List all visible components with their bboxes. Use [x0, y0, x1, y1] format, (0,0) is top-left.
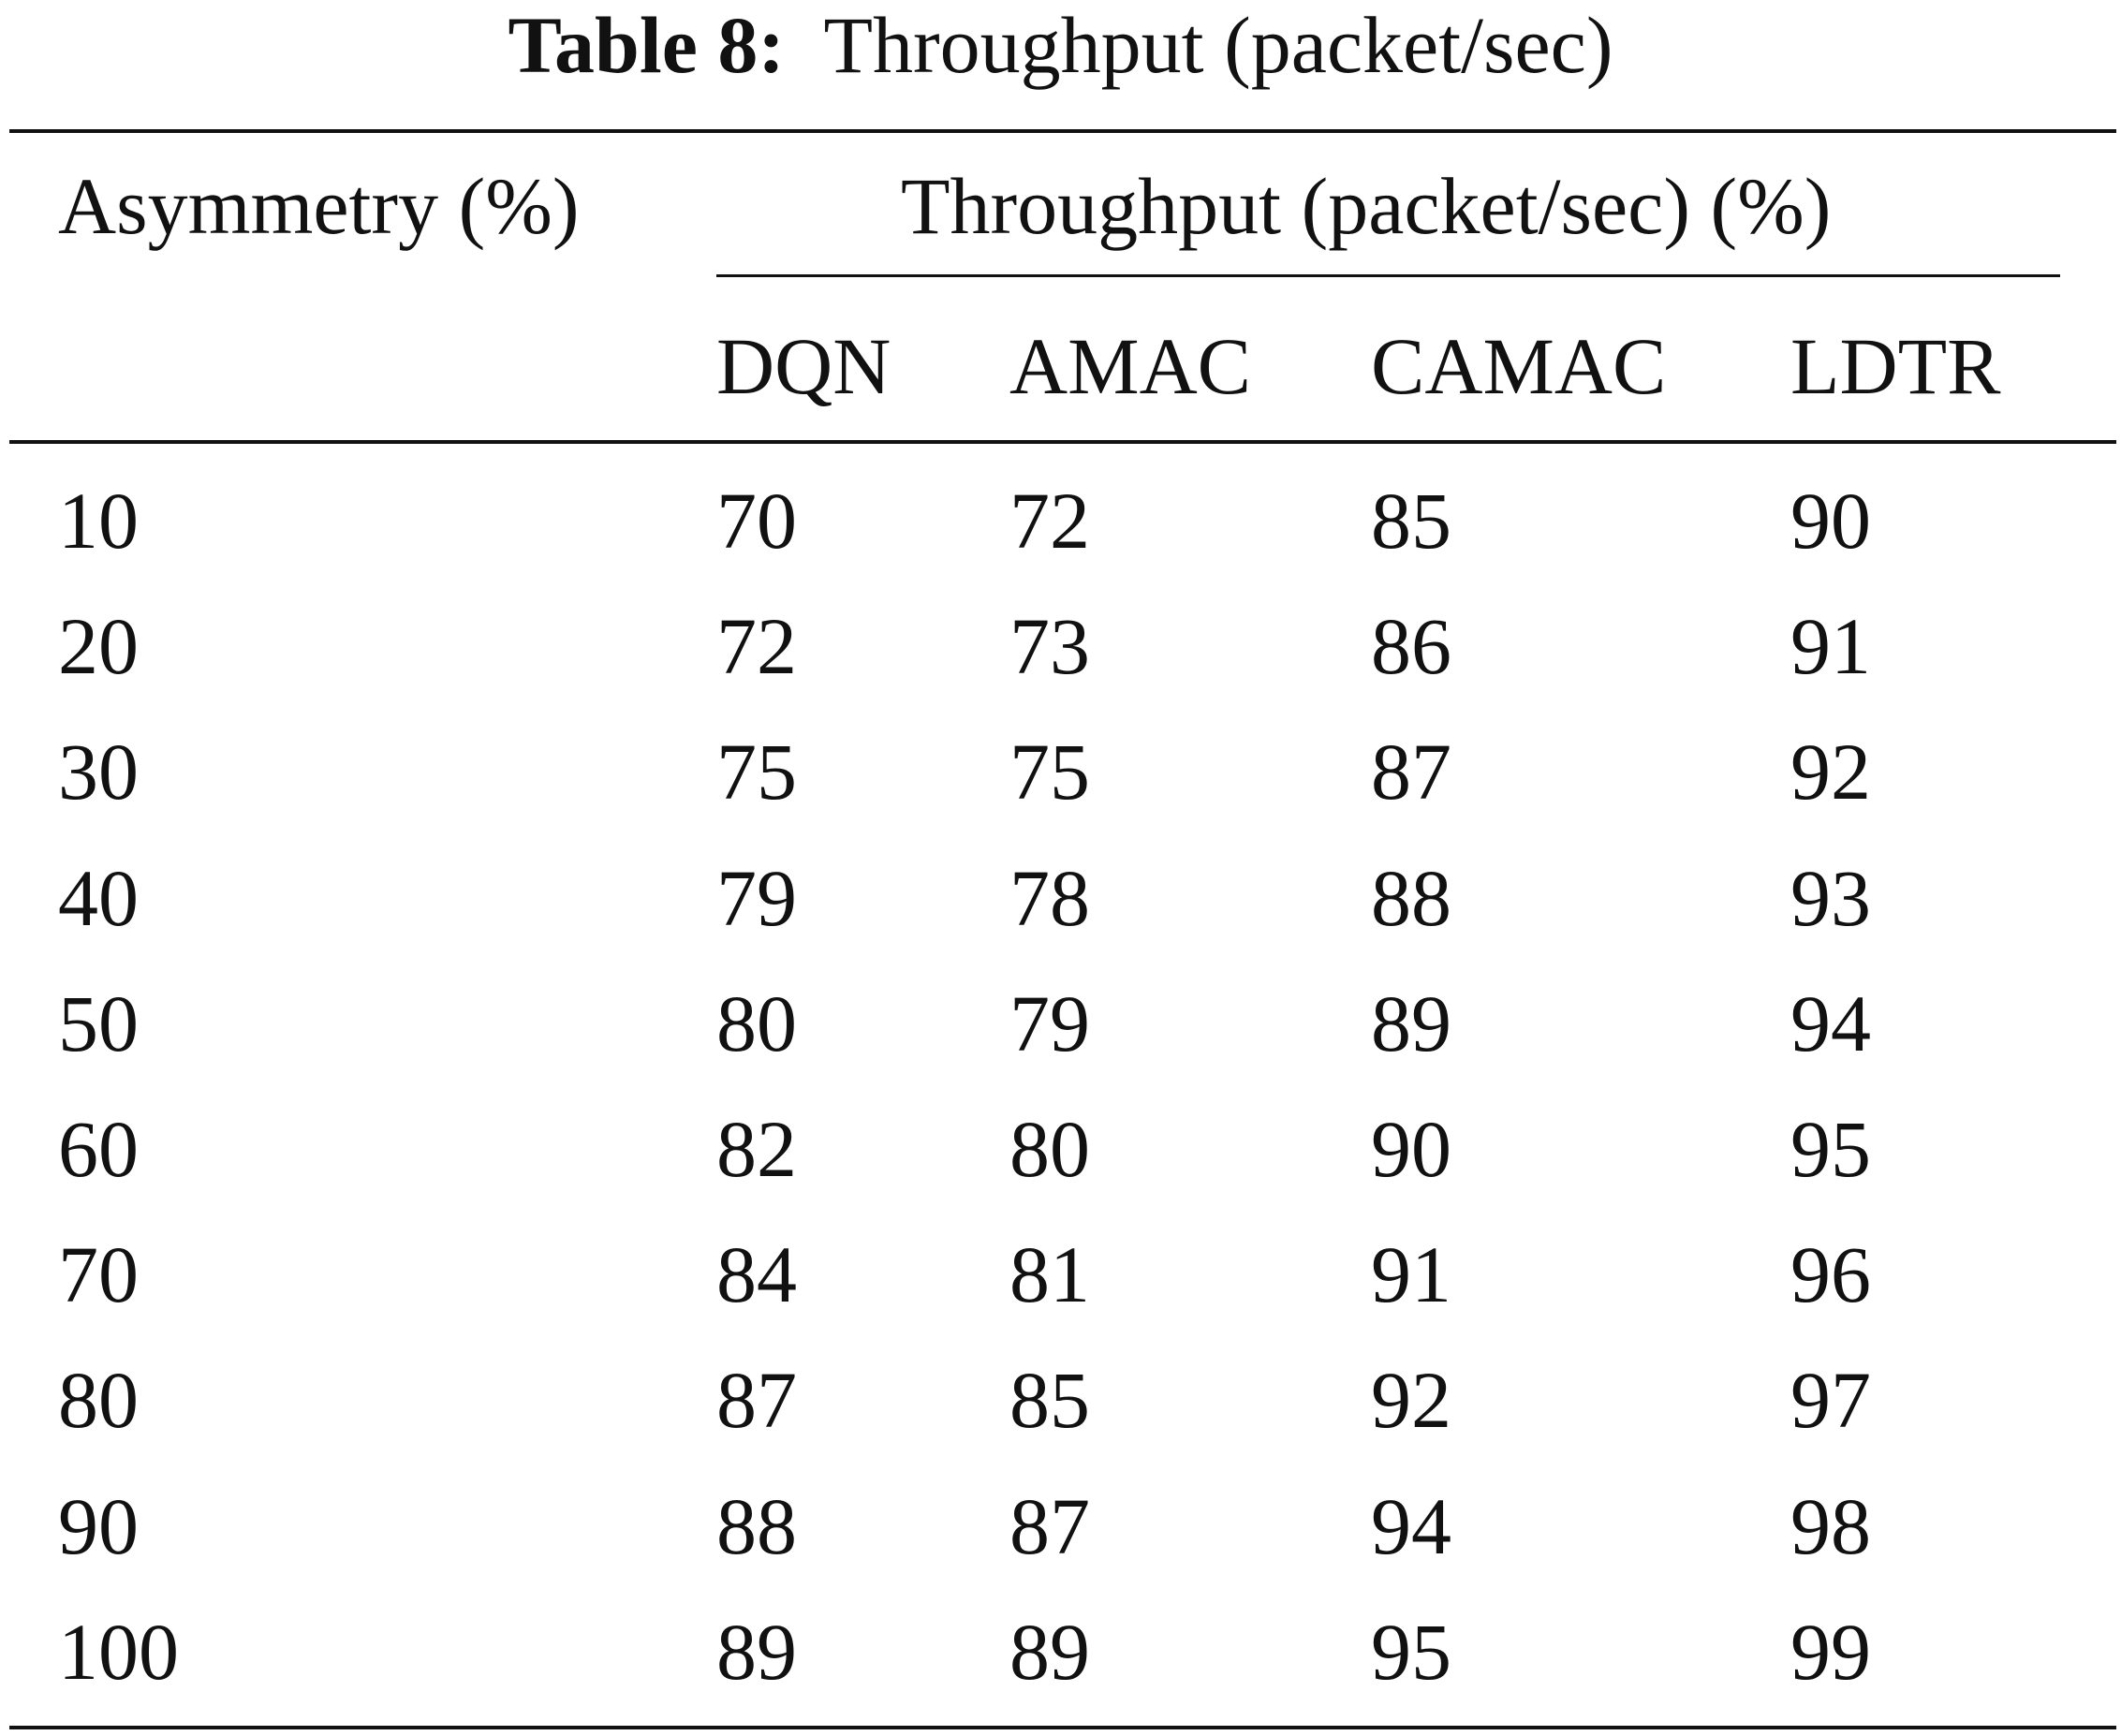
row-header: Asymmetry (%) [58, 161, 580, 251]
top-rule [9, 129, 2116, 133]
column-header-ldtr: LDTR [1790, 321, 2001, 411]
cell-amac: 85 [1009, 1355, 1090, 1445]
cell-amac: 87 [1009, 1481, 1090, 1571]
cell-ldtr: 92 [1790, 727, 1871, 817]
cell-amac: 81 [1009, 1229, 1090, 1319]
cell-ldtr: 97 [1790, 1355, 1871, 1445]
cell-amac: 78 [1009, 853, 1090, 943]
cell-camac: 90 [1371, 1104, 1451, 1194]
column-header-dqn: DQN [716, 321, 891, 411]
cell-asymmetry: 30 [58, 727, 139, 817]
cell-camac: 85 [1371, 476, 1451, 566]
cell-amac: 75 [1009, 727, 1090, 817]
cell-ldtr: 91 [1790, 601, 1871, 691]
cell-camac: 92 [1371, 1355, 1451, 1445]
bottom-rule [9, 1726, 2116, 1729]
cell-asymmetry: 60 [58, 1104, 139, 1194]
cell-dqn: 80 [716, 978, 797, 1068]
cell-camac: 95 [1371, 1607, 1451, 1697]
table-caption: Table 8: Throughput (packet/sec) [0, 0, 2121, 90]
cell-dqn: 79 [716, 853, 797, 943]
cell-amac: 89 [1009, 1607, 1090, 1697]
cell-ldtr: 95 [1790, 1104, 1871, 1194]
cell-asymmetry: 20 [58, 601, 139, 691]
cell-camac: 91 [1371, 1229, 1451, 1319]
cell-camac: 87 [1371, 727, 1451, 817]
cell-ldtr: 93 [1790, 853, 1871, 943]
column-header-amac: AMAC [1009, 321, 1252, 411]
cell-amac: 72 [1009, 476, 1090, 566]
table-title: Throughput (packet/sec) [823, 0, 1613, 90]
cell-camac: 94 [1371, 1481, 1451, 1571]
cell-camac: 89 [1371, 978, 1451, 1068]
cell-amac: 73 [1009, 601, 1090, 691]
cell-asymmetry: 80 [58, 1355, 139, 1445]
cell-camac: 88 [1371, 853, 1451, 943]
group-header: Throughput (packet/sec) (%) [901, 161, 1832, 251]
cell-asymmetry: 100 [58, 1607, 179, 1697]
cell-ldtr: 90 [1790, 476, 1871, 566]
cell-asymmetry: 70 [58, 1229, 139, 1319]
cell-ldtr: 99 [1790, 1607, 1871, 1697]
cell-dqn: 82 [716, 1104, 797, 1194]
header-rule [9, 440, 2116, 444]
group-rule [716, 274, 2060, 277]
cell-dqn: 75 [716, 727, 797, 817]
cell-amac: 80 [1009, 1104, 1090, 1194]
cell-dqn: 89 [716, 1607, 797, 1697]
cell-dqn: 72 [716, 601, 797, 691]
cell-dqn: 87 [716, 1355, 797, 1445]
column-header-camac: CAMAC [1371, 321, 1667, 411]
cell-camac: 86 [1371, 601, 1451, 691]
cell-dqn: 84 [716, 1229, 797, 1319]
cell-asymmetry: 90 [58, 1481, 139, 1571]
cell-asymmetry: 50 [58, 978, 139, 1068]
cell-asymmetry: 40 [58, 853, 139, 943]
table-number: Table 8: [508, 0, 786, 90]
cell-dqn: 88 [716, 1481, 797, 1571]
cell-amac: 79 [1009, 978, 1090, 1068]
cell-ldtr: 96 [1790, 1229, 1871, 1319]
cell-ldtr: 94 [1790, 978, 1871, 1068]
cell-ldtr: 98 [1790, 1481, 1871, 1571]
cell-dqn: 70 [716, 476, 797, 566]
cell-asymmetry: 10 [58, 476, 139, 566]
